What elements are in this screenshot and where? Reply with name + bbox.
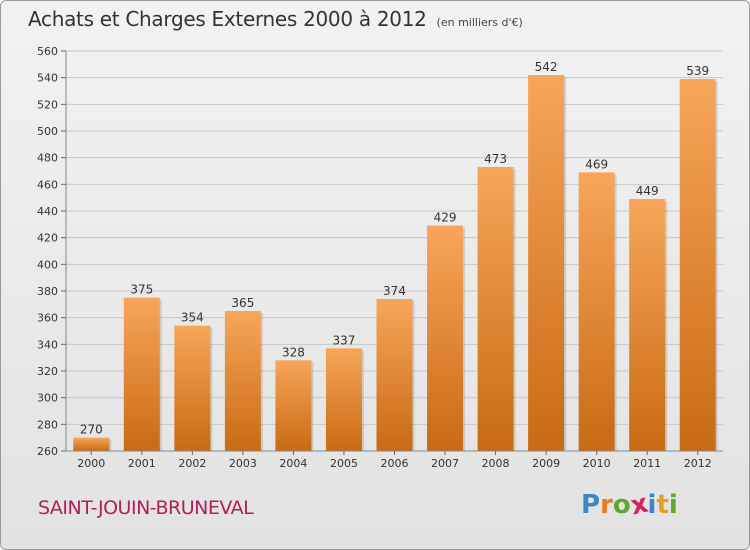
- bar: [629, 199, 666, 451]
- logo-letter: P: [581, 490, 601, 520]
- bars: 270 375 354 365 328 337 374 429 473 542 469 449 539: [73, 60, 718, 452]
- bar: [325, 348, 362, 451]
- y-tick-label: 480: [37, 152, 58, 165]
- chart-title: Achats et Charges Externes 2000 à 2012 (e…: [28, 7, 523, 31]
- data-label: 429: [434, 211, 457, 225]
- x-tick-label: 2009: [532, 457, 560, 470]
- y-tick-label: 380: [37, 285, 58, 298]
- data-label: 328: [282, 345, 305, 359]
- bar: [123, 297, 160, 451]
- logo-letter: t: [656, 490, 669, 520]
- y-tick-label: 300: [37, 392, 58, 405]
- y-tick-label: 400: [37, 258, 58, 271]
- data-label: 375: [130, 283, 153, 297]
- y-tick-label: 340: [37, 338, 58, 351]
- y-axis: 260 280 300 320 340 360 380 400 420 440 460 480 500 5…: [37, 45, 67, 458]
- bar: [376, 299, 413, 451]
- chart-title-text: Achats et Charges Externes 2000 à 2012: [28, 7, 427, 31]
- x-tick-label: 2003: [229, 457, 257, 470]
- y-tick-label: 520: [37, 98, 58, 111]
- x-tick-label: 2012: [684, 457, 712, 470]
- bar: [224, 311, 261, 451]
- bar: [174, 325, 211, 451]
- x-tick-label: 2002: [178, 457, 206, 470]
- x-tick-label: 2006: [381, 457, 409, 470]
- x-tick-label: 2004: [279, 457, 307, 470]
- data-label: 469: [585, 157, 608, 171]
- logo-letter: o: [612, 490, 631, 520]
- logo-letter: i: [668, 490, 678, 520]
- data-label: 542: [535, 60, 558, 74]
- y-tick-label: 260: [37, 445, 58, 458]
- data-label: 365: [231, 296, 254, 310]
- logo-letter: i: [647, 490, 657, 520]
- y-tick-label: 560: [37, 45, 58, 58]
- proxiti-logo: Proxiti: [581, 489, 678, 522]
- y-tick-label: 320: [37, 365, 58, 378]
- bar: [73, 437, 110, 451]
- x-tick-label: 2010: [583, 457, 611, 470]
- bar: [427, 225, 464, 451]
- y-tick-label: 440: [37, 205, 58, 218]
- y-tick-label: 500: [37, 125, 58, 138]
- bar: [528, 75, 565, 451]
- x-tick-label: 2000: [77, 457, 105, 470]
- x-tick-label: 2005: [330, 457, 358, 470]
- x-tick-label: 2001: [128, 457, 156, 470]
- y-tick-label: 360: [37, 312, 58, 325]
- logo-letter: r: [600, 490, 613, 520]
- bar: [477, 167, 514, 451]
- x-tick-label: 2008: [482, 457, 510, 470]
- y-tick-label: 420: [37, 232, 58, 245]
- data-label: 270: [80, 423, 103, 437]
- bar: [578, 172, 615, 452]
- data-label: 354: [181, 311, 204, 325]
- x-tick-label: 2011: [633, 457, 661, 470]
- data-label: 449: [636, 184, 659, 198]
- data-label: 539: [686, 64, 709, 78]
- x-axis: 2000 2001 2002 2003 2004 2005 2006 2007 2008 2009…: [66, 450, 723, 470]
- data-label: 473: [484, 152, 507, 166]
- bar: [679, 79, 716, 451]
- chart-subtitle: (en milliers d'€): [436, 16, 523, 29]
- y-tick-label: 460: [37, 178, 58, 191]
- place-name: SAINT-JOUIN-BRUNEVAL: [38, 497, 254, 519]
- data-label: 337: [333, 333, 356, 347]
- y-tick-label: 540: [37, 72, 58, 85]
- x-tick-label: 2007: [431, 457, 459, 470]
- bar: [275, 360, 312, 451]
- y-tick-label: 280: [37, 418, 58, 431]
- data-label: 374: [383, 284, 406, 298]
